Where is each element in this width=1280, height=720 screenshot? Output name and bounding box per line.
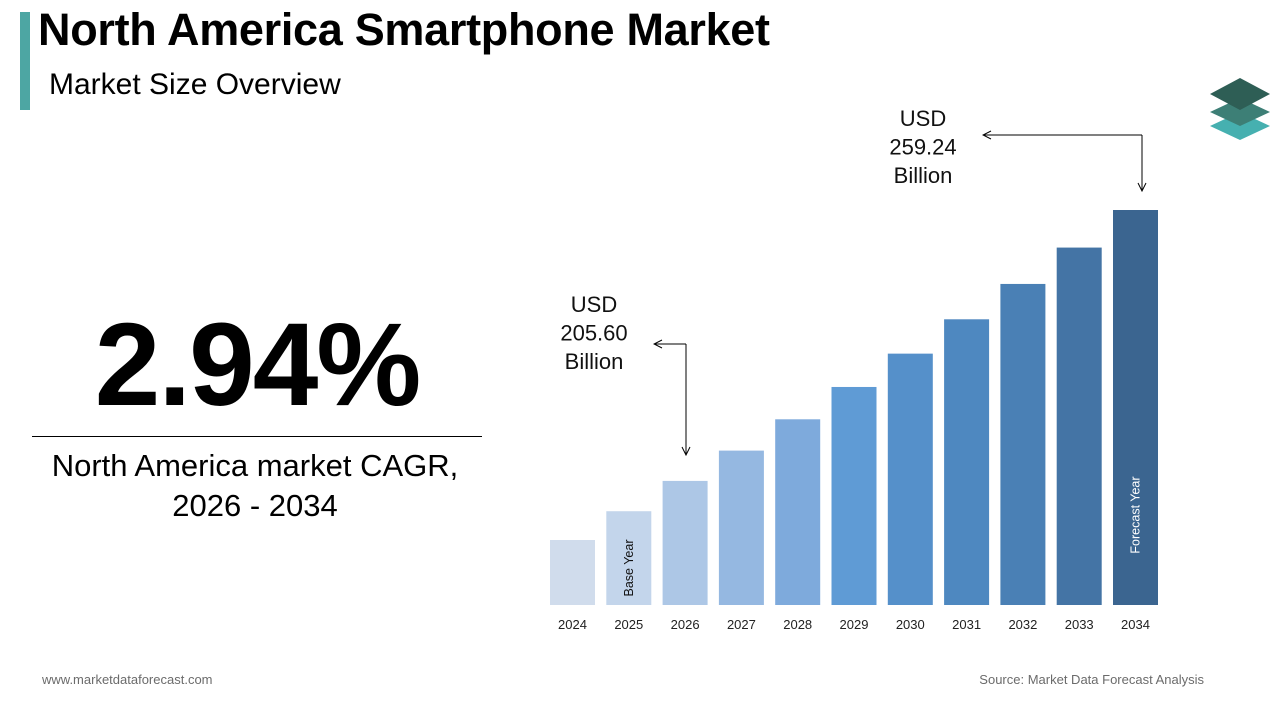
cagr-caption-line1: North America market CAGR, — [51, 448, 459, 483]
callout-label-2034: USD 259.24 Billion — [889, 106, 956, 188]
x-tick-label-2034: 2034 — [1121, 617, 1150, 632]
bar-2029 — [831, 386, 877, 605]
x-tick-label-2030: 2030 — [896, 617, 925, 632]
bar-2030 — [887, 353, 933, 605]
cagr-caption-line2: 2026 - 2034 — [172, 488, 338, 523]
stat-divider — [32, 436, 482, 437]
bar-label-2025: Base Year — [622, 540, 636, 597]
cagr-caption: North America market CAGR, 2026 - 2034 — [20, 446, 490, 526]
footer-source: Source: Market Data Forecast Analysis — [979, 672, 1204, 687]
stacked-layers-icon — [1210, 78, 1270, 140]
x-tick-label-2029: 2029 — [840, 617, 869, 632]
cagr-value: 2.94% — [94, 299, 422, 431]
x-tick-label-2027: 2027 — [727, 617, 756, 632]
x-tick-label-2033: 2033 — [1065, 617, 1094, 632]
page-title: North America Smartphone Market — [38, 4, 770, 55]
bar-2027 — [718, 450, 764, 605]
bar-2034 — [1113, 210, 1158, 605]
bar-2026 — [662, 480, 708, 605]
x-tick-label-2024: 2024 — [558, 617, 587, 632]
page-subtitle: Market Size Overview — [49, 68, 341, 101]
bar-2028 — [775, 419, 821, 605]
bar-2033 — [1056, 247, 1102, 606]
x-tick-label-2028: 2028 — [783, 617, 812, 632]
x-tick-label-2031: 2031 — [952, 617, 981, 632]
x-tick-label-2025: 2025 — [614, 617, 643, 632]
x-tick-label-2026: 2026 — [671, 617, 700, 632]
bar-2032 — [1000, 283, 1046, 605]
bar-2025 — [606, 511, 652, 605]
bar-2024 — [550, 540, 595, 605]
footer-website: www.marketdataforecast.com — [42, 672, 213, 687]
bar-2031 — [944, 319, 990, 605]
title-accent-bar — [20, 12, 30, 110]
callout-label-2026: USD 205.60 Billion — [560, 292, 627, 374]
x-tick-label-2032: 2032 — [1008, 617, 1037, 632]
bar-label-2034: Forecast Year — [1129, 476, 1143, 553]
